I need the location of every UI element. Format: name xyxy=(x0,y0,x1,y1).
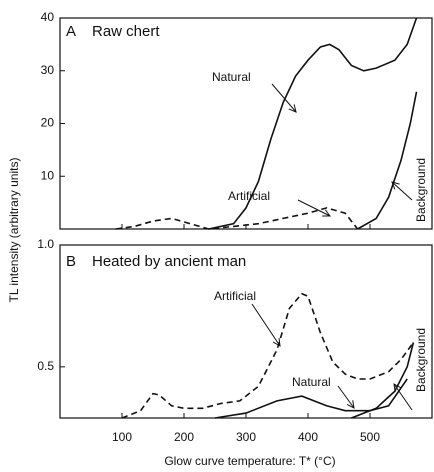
x-tick-label: 300 xyxy=(236,430,256,444)
arrow-head xyxy=(272,338,281,347)
annotation: Background xyxy=(414,328,428,392)
arrow-head xyxy=(393,383,402,392)
y-tick-label: 20 xyxy=(41,116,55,130)
arrow-shaft xyxy=(393,383,413,411)
arrow-shaft xyxy=(251,303,281,347)
arrow-head xyxy=(288,104,297,113)
annotation: Natural xyxy=(292,375,331,389)
x-tick-label: 100 xyxy=(112,430,132,444)
annotation: B xyxy=(66,253,76,270)
curve xyxy=(357,91,418,230)
arrow-shaft xyxy=(297,199,331,217)
arrow-shaft xyxy=(271,83,297,113)
x-axis-label: Glow curve temperature: T* (°C) xyxy=(164,454,335,468)
curve xyxy=(115,207,359,230)
curve xyxy=(214,378,408,419)
arrow-head xyxy=(346,400,355,409)
arrow-head xyxy=(322,209,332,217)
annotation: Natural xyxy=(212,70,251,84)
curve xyxy=(208,17,418,230)
arrow-shaft xyxy=(391,181,413,201)
x-tick-label: 400 xyxy=(298,430,318,444)
y-tick-label: 0.5 xyxy=(37,359,54,373)
annotation: Artificial xyxy=(228,189,270,203)
x-tick-label: 200 xyxy=(174,430,194,444)
y-tick-label: 40 xyxy=(41,10,55,24)
annotation: Artificial xyxy=(214,289,256,303)
x-tick-label: 500 xyxy=(360,430,380,444)
y-tick-label: 30 xyxy=(41,63,55,77)
plot-frame xyxy=(59,244,433,419)
curve xyxy=(121,292,415,419)
annotation: Background xyxy=(414,158,428,222)
annotation: A xyxy=(66,23,76,40)
arrow-head xyxy=(391,181,400,190)
y-tick-label: 10 xyxy=(41,168,55,182)
y-axis-label: TL intensity (arbitrary units) xyxy=(7,158,21,303)
annotation: Heated by ancient man xyxy=(92,253,246,270)
annotation: Raw chert xyxy=(92,23,160,40)
y-tick-label: 1.0 xyxy=(37,237,54,251)
arrow-shaft xyxy=(337,385,355,409)
